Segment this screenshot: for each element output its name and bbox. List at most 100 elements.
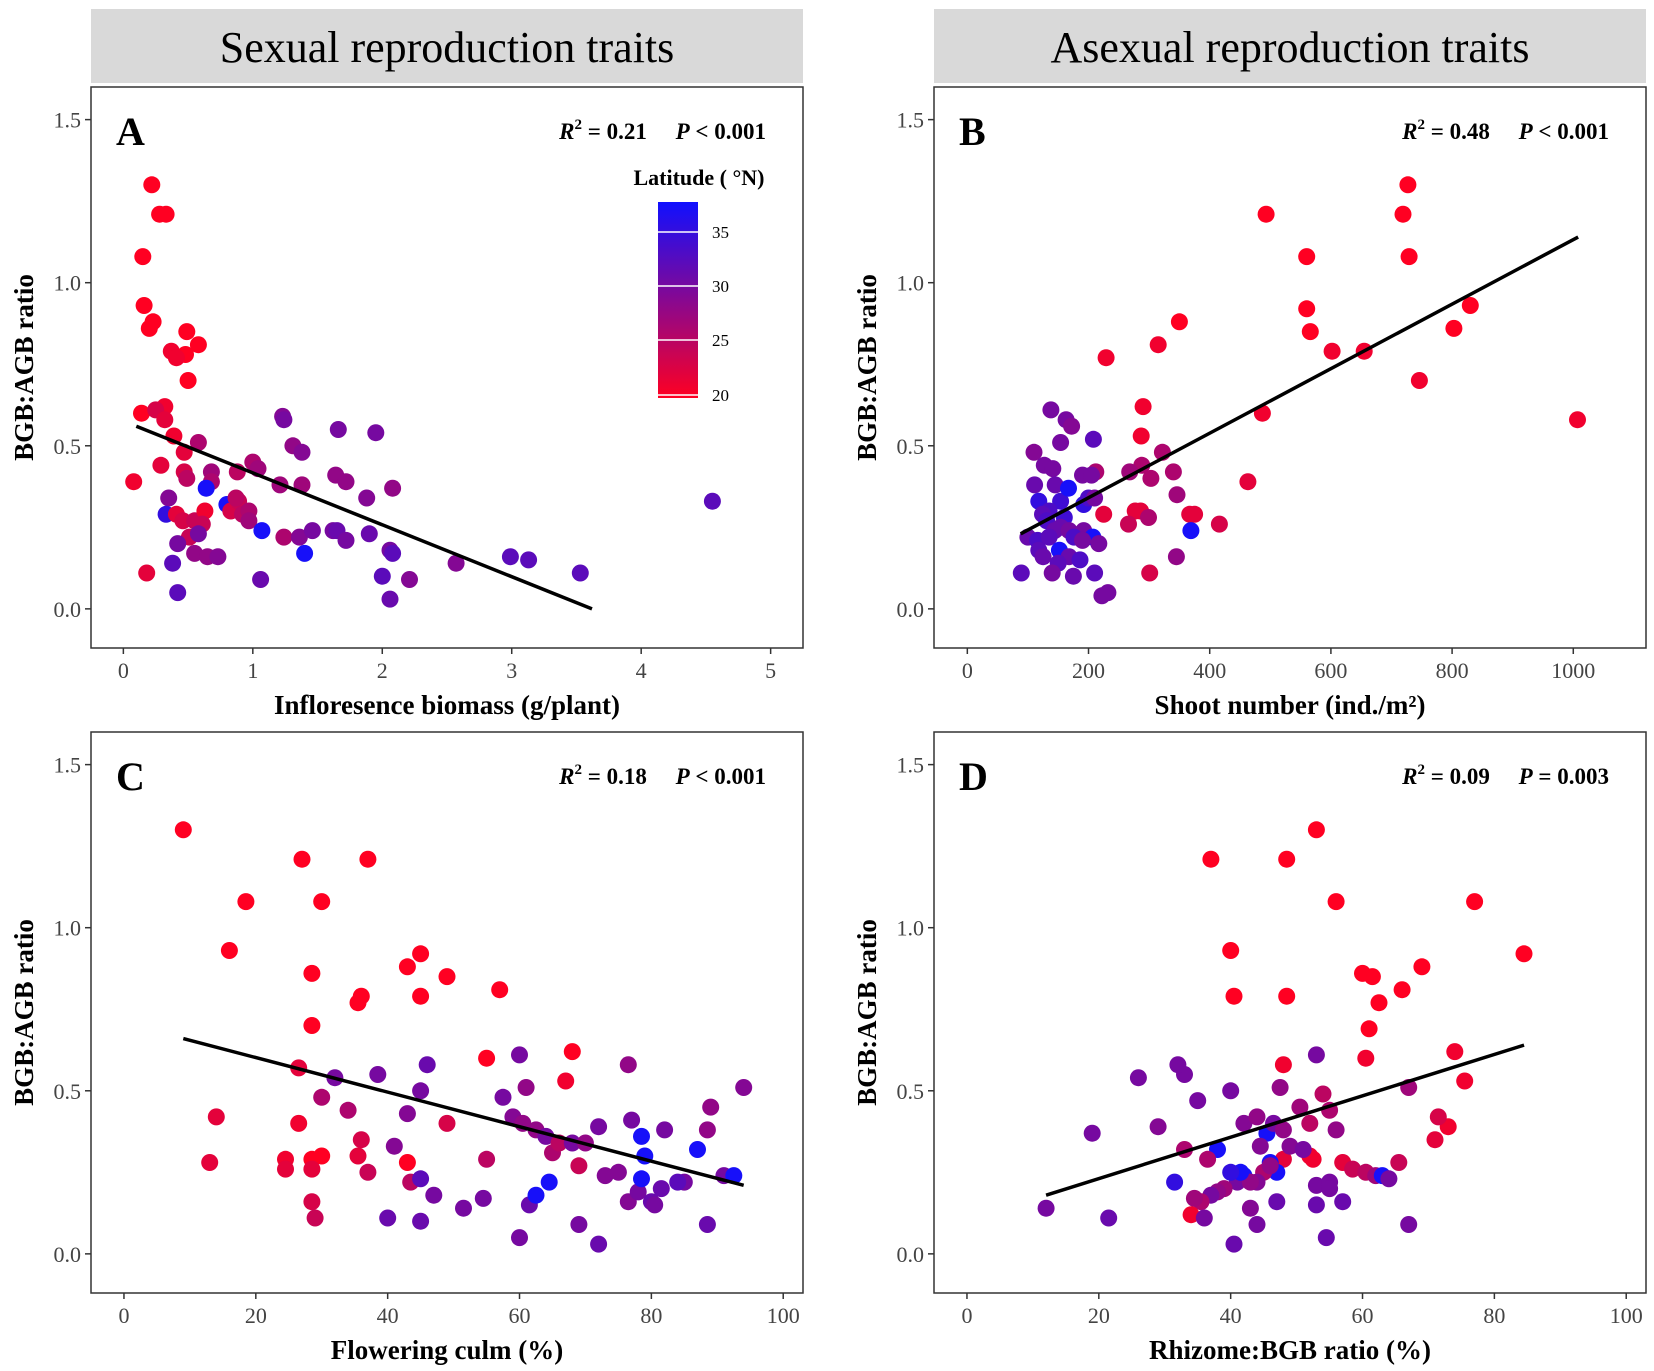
data-point xyxy=(1314,1085,1332,1103)
data-point xyxy=(1034,548,1052,566)
latitude-legend: Latitude ( °N) 35 30 25 20 xyxy=(633,165,764,405)
data-point xyxy=(360,525,378,543)
data-point xyxy=(1182,1206,1200,1224)
panel-b: 0.0 0.5 1.0 1.5 0 200 400 600 800 1000 Shoot numbe… xyxy=(852,86,1647,720)
data-point xyxy=(157,205,175,223)
data-point xyxy=(1225,987,1243,1005)
data-point xyxy=(358,489,376,507)
data-point xyxy=(398,1154,416,1171)
data-point xyxy=(1074,531,1091,549)
data-point xyxy=(1052,492,1070,510)
x-tick-label: 20 xyxy=(245,1303,267,1328)
x-tick-label: 60 xyxy=(509,1303,531,1328)
data-point xyxy=(412,1082,430,1100)
x-tick-label: 0 xyxy=(961,1303,972,1328)
data-point xyxy=(1410,372,1428,389)
data-point xyxy=(570,1157,588,1175)
data-point xyxy=(369,1066,387,1083)
data-point xyxy=(290,1114,308,1132)
header-left-box xyxy=(91,9,803,83)
data-point xyxy=(237,893,255,911)
panel-label: C xyxy=(116,754,145,799)
x-tick-label: 400 xyxy=(1193,658,1226,683)
data-point xyxy=(511,1229,528,1247)
x-tick-label: 80 xyxy=(640,1303,662,1328)
x-tick-label: 40 xyxy=(1220,1303,1242,1328)
data-point xyxy=(1040,528,1058,546)
data-point xyxy=(418,1056,436,1074)
data-point xyxy=(1248,1108,1266,1126)
data-point xyxy=(1278,987,1296,1005)
data-point xyxy=(367,424,385,442)
plot-frame xyxy=(90,86,804,649)
data-point xyxy=(1170,313,1188,331)
x-tick-label: 20 xyxy=(1088,1303,1110,1328)
data-point xyxy=(1334,1193,1352,1211)
data-point xyxy=(290,528,308,546)
data-point xyxy=(527,1186,545,1204)
legend-label-30: 30 xyxy=(712,277,729,296)
y-tick-label: 1.5 xyxy=(54,753,82,778)
data-point xyxy=(501,548,519,566)
regression-line xyxy=(135,424,593,611)
data-point xyxy=(1248,1216,1266,1233)
data-point xyxy=(412,945,430,963)
data-point xyxy=(698,1121,716,1139)
data-point xyxy=(293,850,311,868)
data-point xyxy=(1257,205,1275,223)
data-point xyxy=(698,1216,716,1233)
data-point xyxy=(478,1049,496,1067)
data-point xyxy=(1239,473,1257,491)
legend-label-20: 20 xyxy=(712,386,729,405)
data-point xyxy=(1134,398,1152,416)
panel-label: D xyxy=(959,754,988,799)
data-point xyxy=(1281,1137,1299,1155)
data-point xyxy=(359,850,377,868)
x-tick-label: 4 xyxy=(636,658,647,683)
data-point xyxy=(590,1235,608,1253)
data-point xyxy=(1100,1209,1118,1227)
data-point xyxy=(174,821,192,839)
data-point xyxy=(1063,417,1081,435)
data-point xyxy=(398,958,416,976)
data-point xyxy=(293,443,311,461)
data-point xyxy=(1298,300,1316,318)
data-point xyxy=(1120,515,1137,533)
data-point xyxy=(1182,522,1200,540)
data-point xyxy=(1274,1121,1292,1139)
data-point xyxy=(384,479,402,497)
data-point xyxy=(1307,1046,1325,1064)
data-point xyxy=(373,567,391,585)
data-point xyxy=(1222,942,1240,959)
data-point xyxy=(669,1173,687,1191)
x-tick-label: 1000 xyxy=(1551,658,1595,683)
data-point xyxy=(571,564,589,582)
data-point xyxy=(1141,564,1159,582)
data-point xyxy=(494,1088,512,1106)
data-point xyxy=(313,1088,331,1106)
data-point xyxy=(1344,1160,1362,1178)
data-point xyxy=(1456,1072,1474,1090)
data-point xyxy=(412,1170,430,1188)
data-point xyxy=(1413,958,1431,976)
data-point xyxy=(563,1043,581,1061)
data-point xyxy=(207,1108,225,1126)
data-point xyxy=(174,512,192,530)
data-point xyxy=(1370,994,1388,1012)
data-point xyxy=(557,1072,575,1090)
regression-line xyxy=(1045,1043,1525,1197)
data-point xyxy=(1327,1121,1345,1139)
data-point xyxy=(1429,1108,1447,1126)
data-point xyxy=(1189,1092,1207,1110)
x-tick-label: 60 xyxy=(1352,1303,1374,1328)
data-point xyxy=(455,1199,472,1217)
data-point xyxy=(412,1212,430,1230)
data-point xyxy=(1390,1154,1408,1171)
x-tick-label: 100 xyxy=(767,1303,800,1328)
header-right: Asexual reproduction traits xyxy=(1051,23,1530,72)
legend-title: Latitude ( °N) xyxy=(633,165,764,190)
data-point xyxy=(313,1147,331,1165)
data-point xyxy=(1025,443,1043,461)
regression-line xyxy=(182,1036,745,1188)
data-point xyxy=(275,411,293,429)
